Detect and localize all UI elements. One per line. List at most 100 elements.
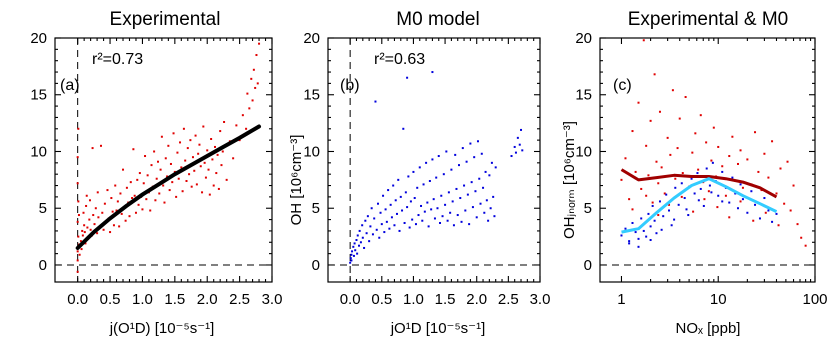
panel-c-series1-point [631, 221, 634, 224]
panel-c-series1-point [677, 203, 680, 206]
panel-c-series0-point [660, 166, 663, 169]
panel-a-point [77, 235, 80, 238]
panel-b-point [465, 160, 468, 163]
panel-b-frame [327, 37, 541, 283]
panel-a-point [142, 182, 145, 185]
panel-b-point [450, 168, 453, 171]
panel-a-xtick-label: 0.5 [100, 291, 121, 308]
panel-a-point [172, 132, 175, 135]
panel-b-point [433, 217, 436, 220]
panel-c-series0-point [777, 224, 780, 227]
panel-a-point [80, 248, 83, 251]
panel-b-point [390, 216, 393, 219]
panel-b-point [401, 209, 404, 212]
panel-b-point [475, 216, 478, 219]
panel-a-point [137, 203, 140, 206]
panel-b-point [431, 71, 434, 74]
panel-b-point [411, 218, 414, 221]
panel-b-point [374, 100, 377, 103]
panel-b-point [387, 189, 390, 192]
panel-c-series1-point [739, 183, 742, 186]
panel-b-point [404, 191, 407, 194]
panel-b-point [425, 161, 428, 164]
panel-a-point [163, 201, 166, 204]
panel-a-point [81, 234, 84, 237]
panel-a-point [207, 168, 210, 171]
panel-c-series1-point [649, 225, 652, 228]
panel-a-xtick-label: 3.0 [262, 291, 283, 308]
panel-a-point [76, 250, 79, 253]
panel-c-series1-point [702, 204, 705, 207]
panel-c-series1-point [754, 203, 757, 206]
panel-b-point [430, 208, 433, 211]
panel-a-point [129, 181, 132, 184]
panel-c-frame [599, 37, 816, 283]
panel-a-point [210, 138, 213, 141]
panel-a-point [85, 204, 88, 207]
panel-c-series0-point [804, 244, 807, 247]
panel-a-point [194, 134, 197, 137]
panel-c-series0-point [634, 170, 637, 173]
panel-b-point [368, 240, 371, 243]
panel-a-point [114, 184, 117, 187]
panel-c-series0-point [721, 165, 724, 168]
panel-a-point [109, 231, 112, 234]
panel-b-point [455, 187, 458, 190]
panel-a-point [162, 184, 165, 187]
panel-c-series0-point [680, 195, 683, 198]
panel-b-point [452, 224, 455, 227]
panel-b-point [463, 184, 466, 187]
panel-c-series0-point [800, 236, 803, 239]
panel-b: M0 model 0 5 10 15 20 0.0 0.5 1.0 1.5 2.0 2.5 3.0 (… [288, 9, 550, 337]
panel-a-r2: r²=0.73 [92, 51, 143, 68]
panel-b-point [394, 199, 397, 202]
panel-a-point [97, 216, 100, 219]
panel-c-series1-point [674, 186, 677, 189]
panel-a-point [182, 127, 185, 130]
panel-b-xlabel: jO¹D [10⁻⁵s⁻¹] [390, 320, 486, 337]
panel-a-point [141, 208, 144, 211]
panel-c-series1-point [717, 194, 720, 197]
panel-c-series1-point [746, 211, 749, 214]
panel-c-series0-point [624, 157, 627, 160]
panel-c-series1-point [628, 240, 631, 243]
panel-a-point [204, 176, 207, 179]
panel-a-point [195, 183, 198, 186]
panel-c-ytick-label: 15 [575, 87, 592, 104]
panel-c-series1-point [721, 200, 724, 203]
panel-c-series0-point [786, 160, 789, 163]
panel-a-point [208, 193, 211, 196]
panel-a-point [124, 219, 127, 222]
panel-a-point [145, 198, 148, 201]
panel-a-point [153, 150, 156, 153]
panel-b-point [466, 193, 469, 196]
panel-a-point [99, 144, 102, 147]
panel-b-point [403, 221, 406, 224]
panel-c-series0-point [651, 201, 654, 204]
panel-b-point [454, 153, 457, 156]
panel-a-ytick-label: 20 [30, 30, 47, 47]
panel-c-series1-point [771, 220, 774, 223]
panel-a-point [76, 220, 79, 223]
panel-b-point [460, 220, 463, 223]
panel-c-series1-point [699, 187, 702, 190]
panel-a-point [219, 130, 222, 133]
panel-c-xtick-label: 1 [617, 291, 625, 308]
panel-c-series0-point [792, 184, 795, 187]
panel-a-point [198, 143, 201, 146]
panel-c-series1-point [734, 192, 737, 195]
panel-c-series0-point [705, 141, 708, 144]
panel-a-point [84, 242, 87, 245]
panel-c-series0-point [658, 110, 661, 113]
panel-b-point [444, 203, 447, 206]
panel-c-series0-point [692, 210, 695, 213]
panel-b-point [437, 155, 440, 158]
panel-a-point [217, 187, 220, 190]
panel-b-point [356, 252, 359, 255]
panel-b-point [359, 241, 362, 244]
panel-a-point [201, 191, 204, 194]
panel-c-xlabel: NOₓ [ppb] [676, 320, 741, 337]
panel-c-series0-point [796, 223, 799, 226]
panel-b-xtick-label: 0.5 [371, 291, 392, 308]
